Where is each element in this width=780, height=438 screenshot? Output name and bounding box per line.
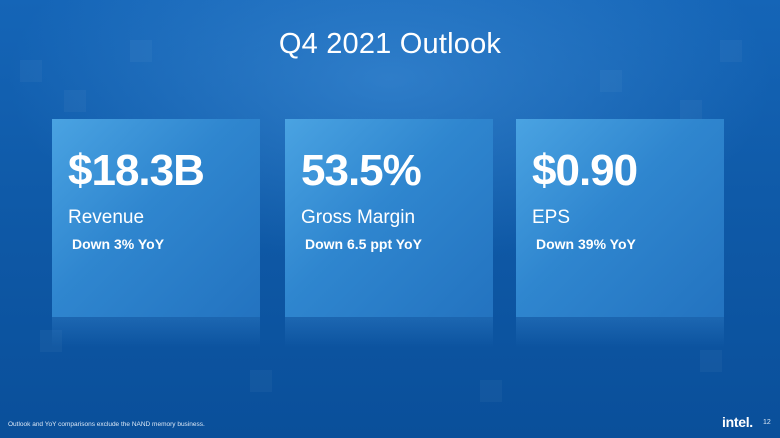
gross-margin-value: 53.5% xyxy=(301,146,422,195)
slide-title: Q4 2021 Outlook xyxy=(278,28,502,60)
eps-value: $0.90 xyxy=(532,146,638,195)
revenue-label: Revenue xyxy=(68,207,145,228)
revenue-change: Down 3% YoY xyxy=(72,236,165,252)
eps-change: Down 39% YoY xyxy=(536,236,636,252)
page-number: 12 xyxy=(763,419,771,426)
footnote: Outlook and YoY comparisons exclude the … xyxy=(8,421,205,428)
revenue-card: $18.3B Revenue Down 3% YoY xyxy=(52,119,260,347)
gross-margin-card: 53.5% Gross Margin Down 6.5 ppt YoY xyxy=(285,119,493,347)
eps-card: $0.90 EPS Down 39% YoY xyxy=(516,119,724,347)
revenue-value: $18.3B xyxy=(68,146,205,195)
gross-margin-label: Gross Margin xyxy=(301,207,416,228)
eps-label: EPS xyxy=(532,207,571,228)
gross-margin-change: Down 6.5 ppt YoY xyxy=(305,236,422,252)
intel-logo: intel. xyxy=(722,414,753,430)
